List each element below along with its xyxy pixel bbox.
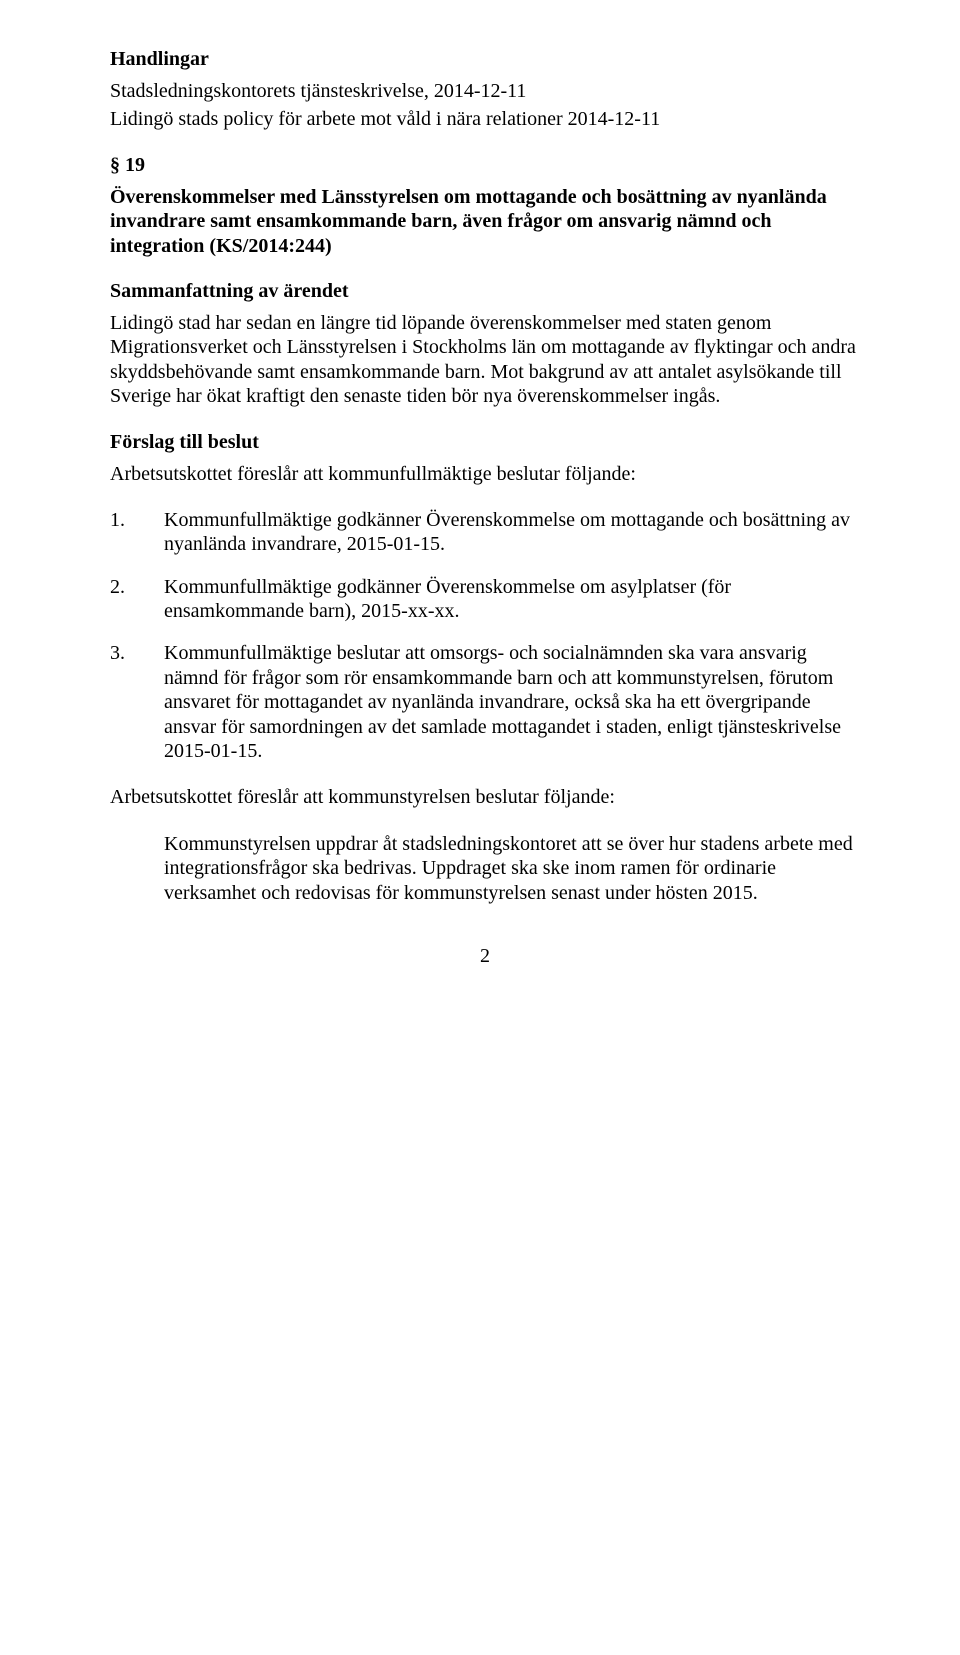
list-item-text: Kommunfullmäktige godkänner Överenskomme… <box>164 508 860 557</box>
list-item: 3. Kommunfullmäktige beslutar att omsorg… <box>110 641 860 763</box>
proposal-heading: Förslag till beslut <box>110 431 860 454</box>
handlingar-line2: Lidingö stads policy för arbete mot våld… <box>110 107 860 131</box>
section-19-title: Överenskommelser med Länsstyrelsen om mo… <box>110 185 860 258</box>
proposal-intro: Arbetsutskottet föreslår att kommunfullm… <box>110 462 860 486</box>
document-page: Handlingar Stadsledningskontorets tjänst… <box>0 0 960 1008</box>
list-item-number: 3. <box>110 641 164 763</box>
section-19-number: § 19 <box>110 154 860 177</box>
summary-body: Lidingö stad har sedan en längre tid löp… <box>110 311 860 409</box>
list-item: 2. Kommunfullmäktige godkänner Överensko… <box>110 575 860 624</box>
proposal-intro2: Arbetsutskottet föreslår att kommunstyre… <box>110 785 860 809</box>
proposal-list: 1. Kommunfullmäktige godkänner Överensko… <box>110 508 860 764</box>
handlingar-heading: Handlingar <box>110 48 860 71</box>
page-number: 2 <box>110 945 860 968</box>
list-item-text: Kommunfullmäktige godkänner Överenskomme… <box>164 575 860 624</box>
proposal-sub: Kommunstyrelsen uppdrar åt stadslednings… <box>164 832 860 905</box>
list-item-number: 2. <box>110 575 164 624</box>
list-item-number: 1. <box>110 508 164 557</box>
list-item: 1. Kommunfullmäktige godkänner Överensko… <box>110 508 860 557</box>
handlingar-line1: Stadsledningskontorets tjänsteskrivelse,… <box>110 79 860 103</box>
summary-heading: Sammanfattning av ärendet <box>110 280 860 303</box>
list-item-text: Kommunfullmäktige beslutar att omsorgs- … <box>164 641 860 763</box>
